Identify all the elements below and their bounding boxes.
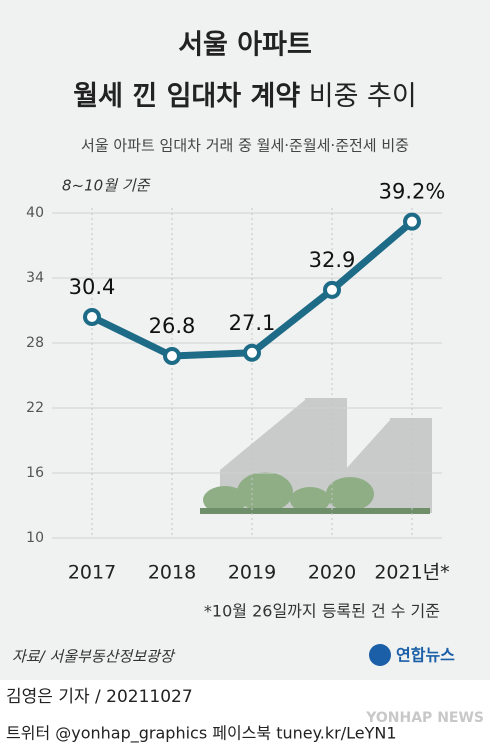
value-label: 27.1 <box>229 311 276 335</box>
source: 자료/ 서울부동산정보광장 <box>12 648 176 666</box>
title-line-1: 서울 아파트 <box>178 30 312 61</box>
background <box>0 0 490 680</box>
marker <box>403 212 421 231</box>
y-tick-label: 28 <box>26 335 44 351</box>
x-tick-label: 2017 <box>68 562 116 584</box>
x-tick-label: 2021년* <box>374 562 449 584</box>
logo: 연합뉴스 <box>396 646 455 665</box>
tree <box>326 477 374 511</box>
tree <box>290 487 330 513</box>
plot: 10 16 22 28 34 40 2017 2018 2019 2020 2021년* 30.4 26… <box>26 180 450 584</box>
y-tick-label: 16 <box>26 465 44 481</box>
marker <box>163 347 181 365</box>
value-label: 30.4 <box>69 275 116 299</box>
ground <box>200 508 430 514</box>
title-bold: 월세 낀 임대차 계약 <box>73 81 300 112</box>
marker <box>83 308 101 326</box>
x-tick-label: 2019 <box>228 562 276 584</box>
logo-mark <box>369 644 391 666</box>
x-tick-label: 2020 <box>308 562 356 584</box>
y-tick-label: 34 <box>26 270 44 286</box>
footnote: *10월 26일까지 등록된 건 수 기준 <box>204 602 440 621</box>
title-line-2: 월세 낀 임대차 계약 비중 추이 <box>73 81 416 112</box>
trees <box>200 472 430 514</box>
marker <box>243 343 261 362</box>
building <box>390 418 432 513</box>
note: 8~10월 기준 <box>62 177 151 195</box>
y-tick-label: 10 <box>26 530 44 546</box>
x-tick-label: 2018 <box>148 562 196 584</box>
byline: 김영은 기자 / 20211027 <box>6 687 193 707</box>
tree <box>237 472 293 512</box>
tree <box>203 486 247 514</box>
value-label: 39.2% <box>379 180 446 204</box>
title-regular: 비중 추이 <box>309 81 417 112</box>
watermark: YONHAP NEWS <box>365 710 484 726</box>
y-tick-label: 22 <box>26 400 44 416</box>
value-label: 32.9 <box>309 248 356 272</box>
y-tick-label: 40 <box>26 205 44 221</box>
value-label: 26.8 <box>149 314 196 338</box>
marker <box>323 280 341 299</box>
social: 트위터 @yonhap_graphics 페이스북 tuney.kr/LeYN1 <box>6 724 397 744</box>
subtitle: 서울 아파트 임대차 거래 중 월세·준월세·준전세 비중 <box>81 137 409 155</box>
